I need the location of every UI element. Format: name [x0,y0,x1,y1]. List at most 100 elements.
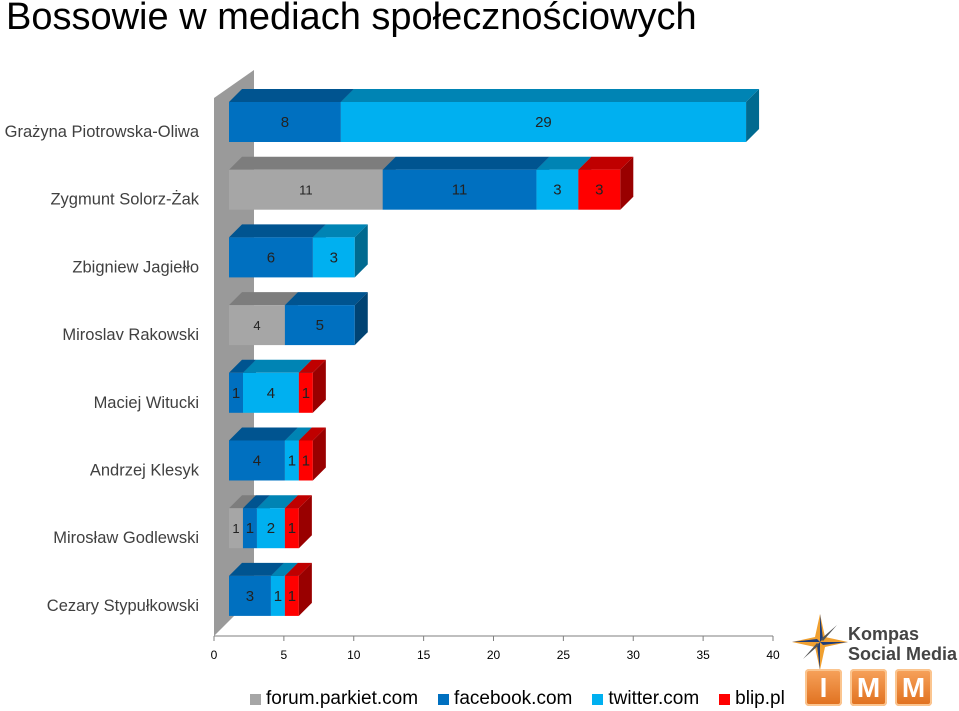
category-label: Maciej Witucki [94,394,199,412]
bar-data-label: 1 [232,385,240,402]
bar-front-face [298,372,313,413]
bar-data-label: 6 [267,249,275,266]
imm-letter: M [895,669,932,706]
bar-data-label: 4 [253,453,261,470]
bar-segment: 6 [229,224,326,278]
bar-top-face [284,427,312,441]
category-label: Grażyna Piotrowska-Oliwa [5,123,200,141]
bar-front-face [256,508,285,549]
imm-logo: I M M [805,669,940,706]
chart-walls [214,70,773,637]
bar-side-face [620,156,634,210]
bar-data-label: 1 [288,588,296,605]
bar-top-face [284,562,312,576]
bar-data-label: 1 [246,520,254,537]
bar-front-face [229,372,243,413]
bar-data-label: 11 [452,182,468,199]
bar-front-face [284,575,299,616]
bar-side-face [354,292,368,346]
bar-data-label: 11 [299,183,313,198]
bar-side-face [298,495,312,549]
bar-side-face [298,562,312,616]
bar-segment: 11 [382,156,550,210]
bar-top-face [312,224,368,238]
bar-top-face [242,495,270,509]
bar-top-face [298,427,326,441]
bar-data-label: 3 [595,182,603,199]
bar-top-face [229,495,256,509]
bar-front-face [270,575,285,616]
bar-front-face [229,305,285,346]
bar-front-face [382,169,537,210]
bar-top-face [256,495,298,509]
bar-top-face [229,562,284,576]
bar-segment: 1 [298,427,326,481]
bar-side-face [354,224,368,278]
x-tick-label: 5 [281,648,288,662]
imm-letter: M [850,669,887,706]
bar-front-face [284,305,355,346]
bar-segment: 1 [298,359,326,413]
x-tick-label: 20 [487,648,501,662]
legend-swatch [719,693,731,705]
bar-segment: 3 [578,156,634,210]
chart-side-wall [214,70,254,636]
legend: forum.parkiet.com facebook.com twitter.com… [250,687,805,711]
bar-front-face [242,372,299,413]
bar-top-face [229,427,298,441]
legend-item: facebook.com [438,688,572,710]
bar-front-face [229,440,285,481]
category-label: Miroslav Rakowski [62,326,199,344]
legend-item: forum.parkiet.com [250,688,418,710]
bar-data-label: 3 [246,588,254,605]
legend-label: forum.parkiet.com [266,688,419,709]
bar-front-face [298,440,313,481]
bar-data-label: 1 [288,520,296,537]
bar-front-face [578,169,621,210]
bar-side-face [312,427,326,481]
legend-swatch [592,693,604,705]
x-tick-label: 40 [766,648,780,662]
bar-top-face [229,156,396,170]
bar-data-label: 2 [267,520,275,537]
bar-data-label: 4 [253,318,260,333]
bar-data-label: 1 [302,453,310,470]
bar-top-face [229,292,298,306]
legend-item: twitter.com [592,688,699,710]
x-tick-label: 0 [211,648,218,662]
bar-top-face [229,359,256,373]
bar-segment: 3 [312,224,368,278]
bar-segment: 29 [340,89,760,142]
bar-front-face [229,237,313,278]
bar-front-face [340,102,747,142]
bar-front-face [229,102,341,142]
legend-label: blip.pl [735,688,785,709]
logo-brand-text: Kompas Social Media [848,624,957,664]
bar-data-label: 1 [232,521,239,536]
category-label: Zygmunt Solorz-Żak [50,190,199,209]
bar-data-label: 3 [553,182,561,199]
kompas-imm-logo: Kompas Social Media I M M [790,612,959,711]
bar-segment: 8 [229,89,354,142]
bar-data-label: 4 [267,385,275,402]
bar-top-face [298,359,326,373]
bar-front-face [284,440,299,481]
bar-front-face [242,508,257,549]
compass-star-icon [792,614,848,670]
bar-data-label: 3 [330,249,338,266]
legend-swatch [250,693,261,705]
bar-front-face [536,169,579,210]
chart-title: Bossowie w mediach społecznościowych [6,0,697,38]
x-axis: 0 5 10 15 20 25 30 35 40 [211,636,780,662]
category-label: Andrzej Klesyk [90,462,200,480]
legend-swatch [438,693,450,705]
category-labels: Grażyna Piotrowska-Oliwa Zygmunt Solorz-Ż… [5,123,200,615]
bar-top-face [270,562,298,576]
imm-letter: I [805,669,842,706]
bar-front-face [229,508,243,549]
bar-data-label: 1 [302,385,310,402]
bar-top-face [284,495,312,509]
category-label: Cezary Stypułkowski [47,597,199,615]
bar-top-face [284,292,368,306]
